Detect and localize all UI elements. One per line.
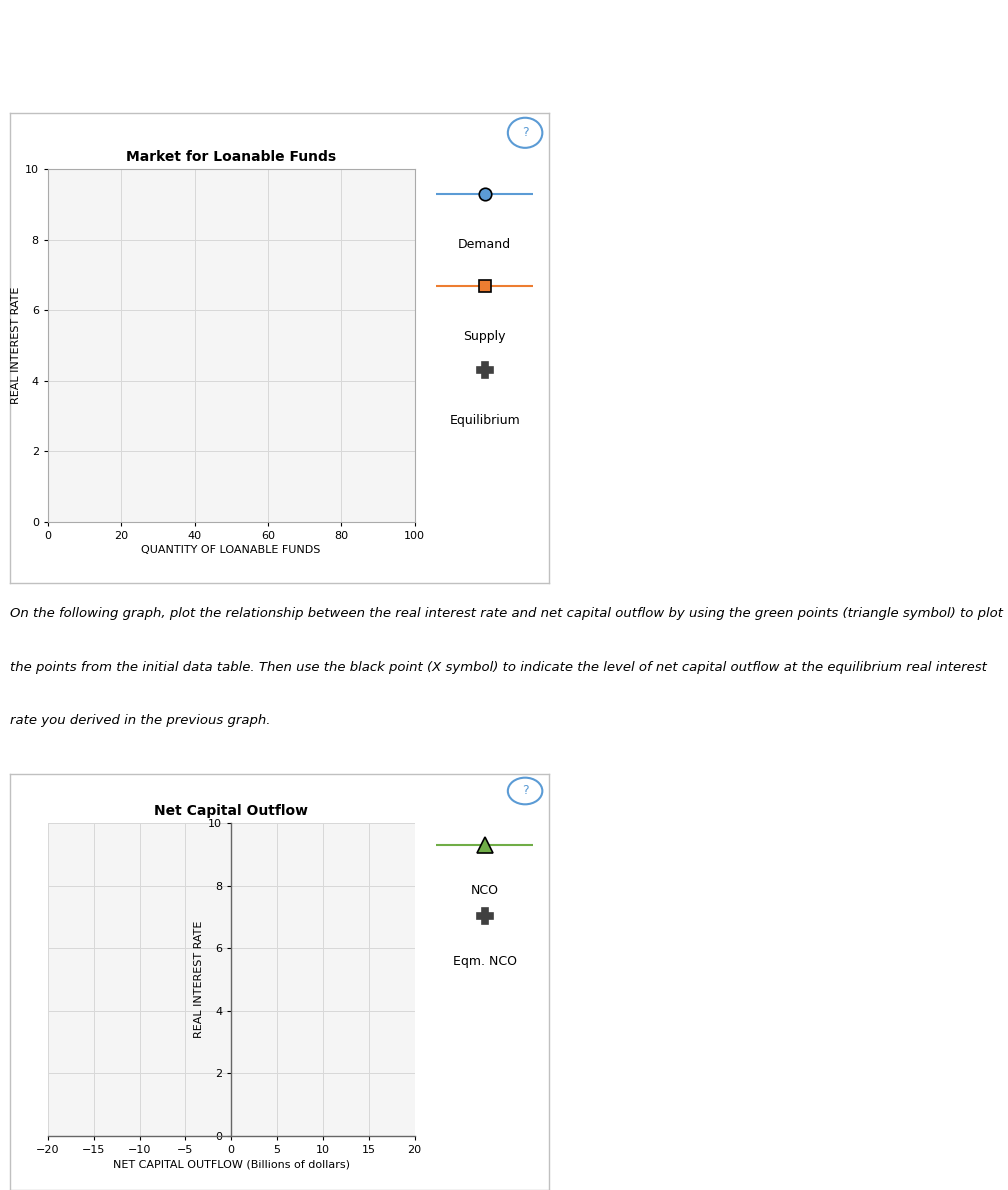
Y-axis label: REAL INTEREST RATE: REAL INTEREST RATE: [11, 287, 20, 405]
Text: Supply: Supply: [464, 330, 506, 343]
X-axis label: QUANTITY OF LOANABLE FUNDS: QUANTITY OF LOANABLE FUNDS: [141, 545, 321, 556]
Text: Equilibrium: Equilibrium: [450, 414, 520, 427]
Text: NCO: NCO: [471, 884, 499, 897]
Y-axis label: REAL INTEREST RATE: REAL INTEREST RATE: [194, 921, 204, 1039]
Text: Eqm. NCO: Eqm. NCO: [453, 954, 517, 967]
Text: Demand: Demand: [458, 238, 511, 251]
Text: ?: ?: [522, 126, 528, 139]
Text: rate you derived in the previous graph.: rate you derived in the previous graph.: [10, 714, 270, 727]
Text: On the following graph, plot the relationship between the real interest rate and: On the following graph, plot the relatio…: [10, 607, 1003, 620]
Title: Market for Loanable Funds: Market for Loanable Funds: [126, 150, 337, 164]
Title: Net Capital Outflow: Net Capital Outflow: [154, 804, 308, 819]
X-axis label: NET CAPITAL OUTFLOW (Billions of dollars): NET CAPITAL OUTFLOW (Billions of dollars…: [113, 1159, 350, 1169]
Text: ?: ?: [522, 784, 528, 797]
Text: the points from the initial data table. Then use the black point (X symbol) to i: the points from the initial data table. …: [10, 662, 987, 675]
